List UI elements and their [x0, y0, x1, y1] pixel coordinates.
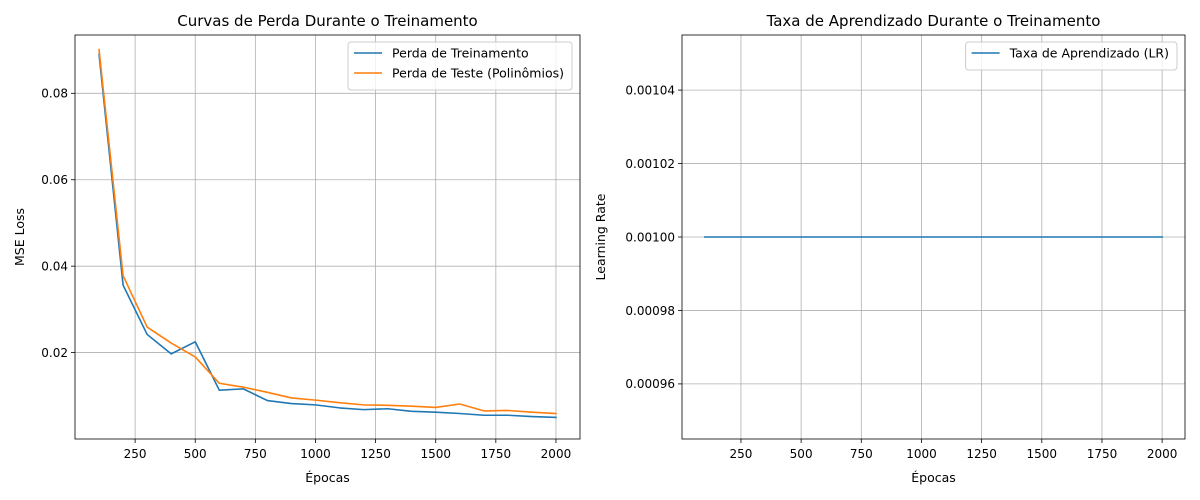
- lr-legend-label-0: Taxa de Aprendizado (LR): [1009, 46, 1169, 61]
- lr-x-tick-label: 500: [790, 447, 813, 461]
- loss-series-line-1: [98, 48, 557, 415]
- lr-y-tick-label: 0.00096: [625, 377, 675, 391]
- lr-x-tick-label: 1250: [966, 447, 997, 461]
- lr-x-tick-label: 1000: [906, 447, 937, 461]
- loss-x-tick-label: 1000: [300, 447, 331, 461]
- lr-y-axis-label: Learning Rate: [593, 193, 608, 280]
- lr-x-tick-label: 2000: [1147, 447, 1178, 461]
- loss-y-axis-label: MSE Loss: [12, 208, 27, 266]
- lr-x-tick-label: 1500: [1027, 447, 1058, 461]
- loss-y-tick-label: 0.08: [41, 87, 68, 101]
- lr-legend-box: [965, 41, 1178, 71]
- loss-axes-frame: [74, 34, 581, 440]
- loss-legend-label-0: Perda de Treinamento: [392, 46, 529, 61]
- lr-x-axis-label: Épocas: [911, 470, 956, 485]
- lr-x-tick-label: 1750: [1087, 447, 1118, 461]
- lr-y-tick-label: 0.00100: [625, 230, 675, 244]
- loss-legend-label-1: Perda de Teste (Polinômios): [392, 66, 564, 81]
- lr-y-tick-label: 0.00104: [625, 83, 675, 97]
- loss-chart: 250 500 750 1000 1250 1500 1750 2000 0.02 0.04 0.0…: [12, 12, 581, 485]
- loss-x-tick-label: 1250: [360, 447, 391, 461]
- loss-x-tick-label: 2000: [541, 447, 572, 461]
- loss-legend-box: [347, 41, 573, 91]
- learning-rate-chart: 250 500 750 1000 1250 1500 1750 2000 0.00096 0.00…: [593, 12, 1186, 485]
- lr-x-tick-label: 750: [850, 447, 873, 461]
- lr-y-tick-label: 0.00102: [625, 157, 675, 171]
- loss-x-tick-label: 250: [124, 447, 147, 461]
- loss-chart-title: Curvas de Perda Durante o Treinamento: [177, 12, 477, 30]
- lr-y-tick-label: 0.00098: [625, 304, 675, 318]
- loss-x-axis-label: Épocas: [305, 470, 350, 485]
- lr-chart-title: Taxa de Aprendizado Durante o Treinament…: [766, 12, 1101, 30]
- loss-y-tick-label: 0.04: [41, 259, 68, 273]
- loss-x-tick-label: 1750: [481, 447, 512, 461]
- lr-legend: Taxa de Aprendizado (LR): [965, 41, 1178, 71]
- loss-x-tick-label: 1500: [420, 447, 451, 461]
- loss-series-line-0: [98, 53, 557, 419]
- loss-x-tick-label: 500: [184, 447, 207, 461]
- loss-y-tick-label: 0.02: [41, 346, 68, 360]
- loss-x-tick-label: 750: [244, 447, 267, 461]
- lr-x-tick-label: 250: [730, 447, 753, 461]
- loss-legend: Perda de Treinamento Perda de Teste (Poli…: [347, 41, 573, 91]
- loss-y-tick-label: 0.06: [41, 173, 68, 187]
